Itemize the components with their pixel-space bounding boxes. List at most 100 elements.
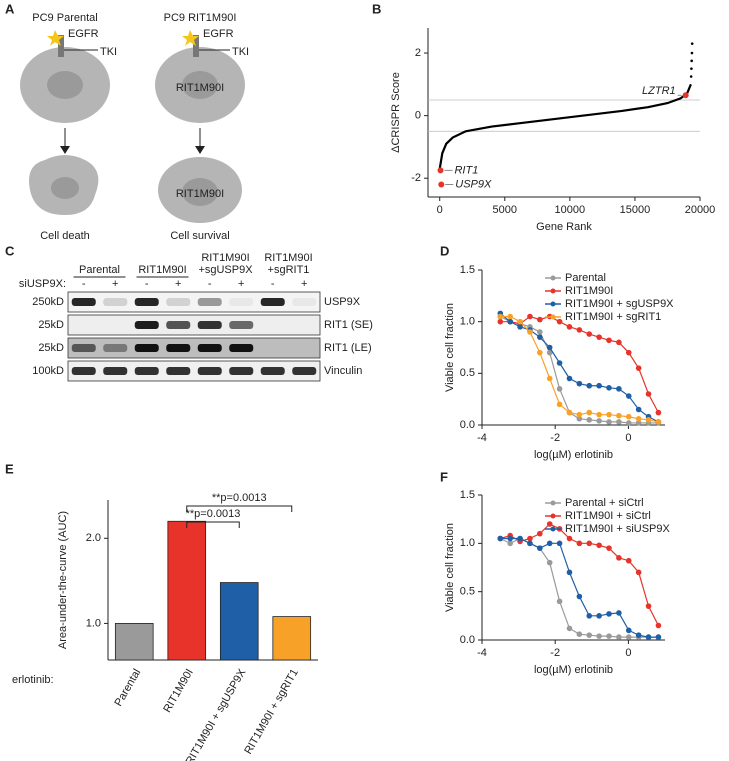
point [616, 419, 622, 425]
x-tick-label: 10000 [555, 204, 586, 216]
y-axis-label: Viable cell fraction [444, 523, 456, 612]
point [507, 313, 513, 320]
panel-letter: C [5, 243, 15, 258]
band [71, 298, 96, 306]
bracket [186, 505, 293, 512]
point [566, 324, 573, 330]
highlight-label: RIT1 [454, 164, 478, 176]
label: EGFR [203, 28, 234, 40]
y-tick-label: 0.0 [460, 634, 475, 646]
annotation: **p=0.0013 [186, 508, 241, 520]
legend-dot [550, 314, 556, 320]
point [645, 417, 652, 423]
legend-label: RIT1M90I [565, 285, 613, 297]
bar [114, 623, 154, 661]
y-tick-label: 2 [415, 47, 421, 59]
point [586, 613, 593, 619]
group-label: Parental [79, 264, 120, 276]
point [546, 521, 553, 527]
legend-label: RIT1M90I + sgUSP9X [565, 298, 674, 310]
panel-letter: E [5, 461, 14, 476]
lane-sign: - [145, 278, 149, 290]
y-axis-label: Viable cell fraction [444, 303, 456, 392]
bracket [186, 521, 240, 528]
point [625, 557, 632, 564]
panel-letter: F [440, 469, 448, 484]
point [566, 625, 573, 632]
x-tick-label: -2 [550, 432, 560, 444]
lane-sign: + [112, 278, 118, 290]
band [103, 367, 128, 375]
point [596, 613, 602, 619]
point [616, 412, 622, 419]
x-tick-label: RIT1M90I [161, 667, 196, 715]
point [576, 411, 583, 418]
x-tick-label: -2 [550, 647, 560, 659]
label: TKI [232, 46, 249, 58]
point [645, 391, 652, 397]
diagram-title: PC9 RIT1M90I [164, 12, 237, 24]
point [635, 632, 642, 638]
marker-label: 100kD [32, 365, 64, 377]
point [566, 569, 573, 576]
legend-dot [550, 526, 556, 532]
band [166, 367, 191, 375]
point [616, 634, 622, 640]
nucleus [51, 177, 79, 199]
point [586, 417, 593, 423]
point [576, 631, 583, 637]
point [645, 603, 652, 609]
point [635, 406, 642, 413]
panel-letter: D [440, 243, 449, 258]
group-label: +sgUSP9X [198, 264, 253, 276]
point [625, 349, 632, 356]
label: RIT1M90I [176, 82, 224, 94]
ligand [182, 30, 199, 46]
point [596, 411, 602, 418]
point [596, 334, 602, 340]
point [507, 540, 513, 547]
curve [438, 83, 692, 170]
band [197, 367, 222, 375]
blot-strip [67, 291, 321, 313]
y-tick-label: 2.0 [86, 532, 101, 544]
fit-line [500, 537, 659, 638]
x-axis-label: log(µM) erlotinib [534, 664, 613, 676]
band [197, 321, 222, 329]
point [606, 611, 612, 617]
point [546, 344, 553, 351]
x-axis-label: log(µM) erlotinib [534, 449, 613, 461]
point [546, 349, 553, 356]
band [134, 367, 159, 375]
y-tick-label: 1.0 [460, 537, 475, 549]
band [292, 298, 317, 306]
band [134, 321, 159, 329]
tail-point [689, 75, 693, 78]
point [537, 329, 543, 335]
band [260, 367, 285, 375]
highlight-point [682, 92, 689, 99]
legend-label: Parental + siCtrl [565, 497, 644, 509]
point [616, 555, 622, 561]
lane-sign: - [271, 278, 275, 290]
marker-label: 25kD [38, 319, 64, 331]
bar [219, 582, 259, 661]
x-tick-label: 0 [437, 204, 443, 216]
point [527, 535, 533, 542]
point [586, 632, 593, 638]
point [566, 375, 573, 382]
nucleus [182, 71, 218, 99]
blot-strip [67, 360, 321, 382]
panel-letter: B [372, 1, 381, 16]
x-tick-label: 15000 [620, 204, 651, 216]
point [517, 324, 523, 330]
point [537, 316, 543, 323]
legend-dot [550, 301, 556, 307]
outcome: Cell survival [170, 230, 229, 242]
point [517, 318, 523, 325]
point [576, 593, 583, 600]
y-tick-label: 0 [415, 110, 421, 122]
point [616, 386, 622, 392]
band [197, 344, 222, 352]
point [606, 633, 612, 639]
